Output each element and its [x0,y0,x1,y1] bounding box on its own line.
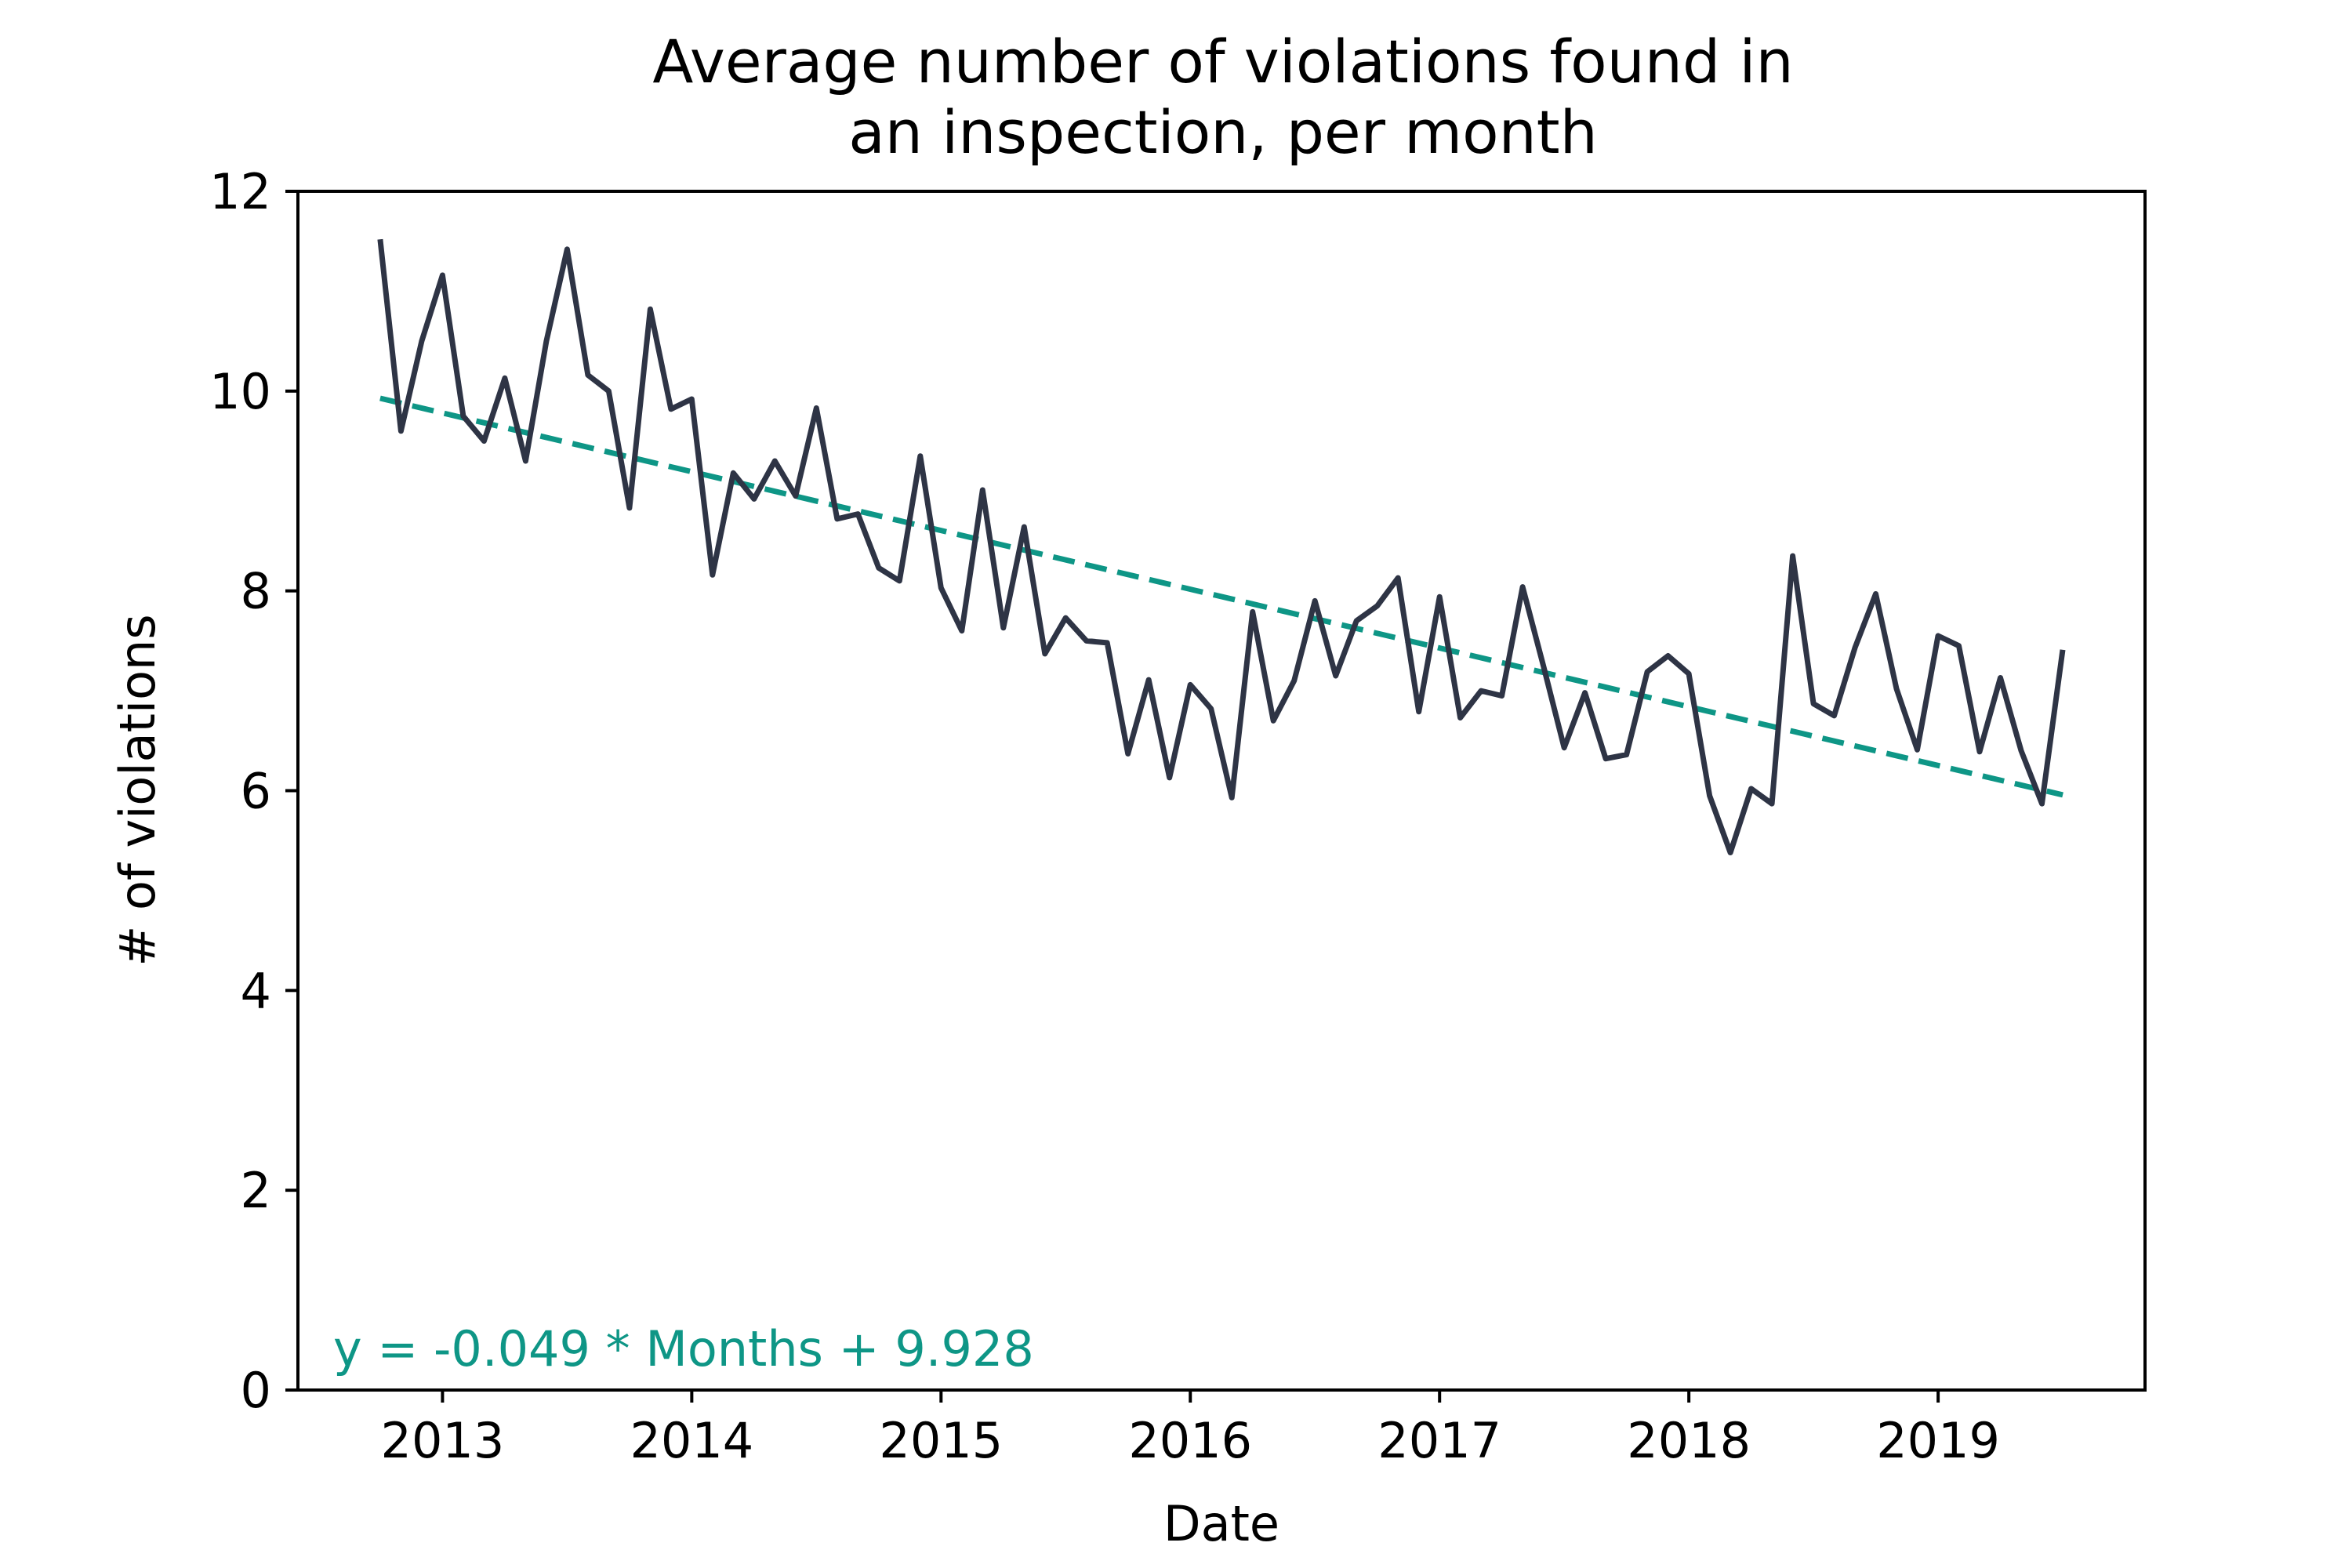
y-axis-label: # of violations [109,614,166,966]
x-tick-label: 2013 [381,1412,505,1469]
y-tick-label: 4 [241,962,271,1019]
x-tick-label: 2014 [630,1412,753,1469]
y-tick-label: 0 [241,1362,271,1419]
chart-title: Average number of violations found in an… [652,27,1793,167]
chart-title-line-2: an inspection, per month [848,97,1598,167]
x-tick-label: 2017 [1377,1412,1501,1469]
x-axis-label: Date [1163,1495,1279,1552]
x-axis: 2013 2014 2015 2016 2017 2018 2019 [381,1390,2000,1469]
y-axis: 0 2 4 6 8 10 12 [209,163,298,1419]
y-tick-label: 10 [209,363,271,420]
chart-title-line-1: Average number of violations found in [652,27,1793,96]
x-tick-label: 2019 [1876,1412,2000,1469]
plot-frame [296,190,2147,1392]
x-tick-label: 2018 [1627,1412,1751,1469]
trend-equation-annotation: y = -0.049 * Months + 9.928 [333,1320,1034,1377]
x-tick-label: 2015 [879,1412,1003,1469]
y-tick-label: 12 [209,163,271,220]
y-tick-label: 2 [241,1162,271,1219]
y-tick-label: 8 [241,563,271,620]
trend-line [379,395,2063,798]
y-tick-label: 6 [241,763,271,820]
x-tick-label: 2016 [1128,1412,1252,1469]
violations-line [377,238,2066,855]
